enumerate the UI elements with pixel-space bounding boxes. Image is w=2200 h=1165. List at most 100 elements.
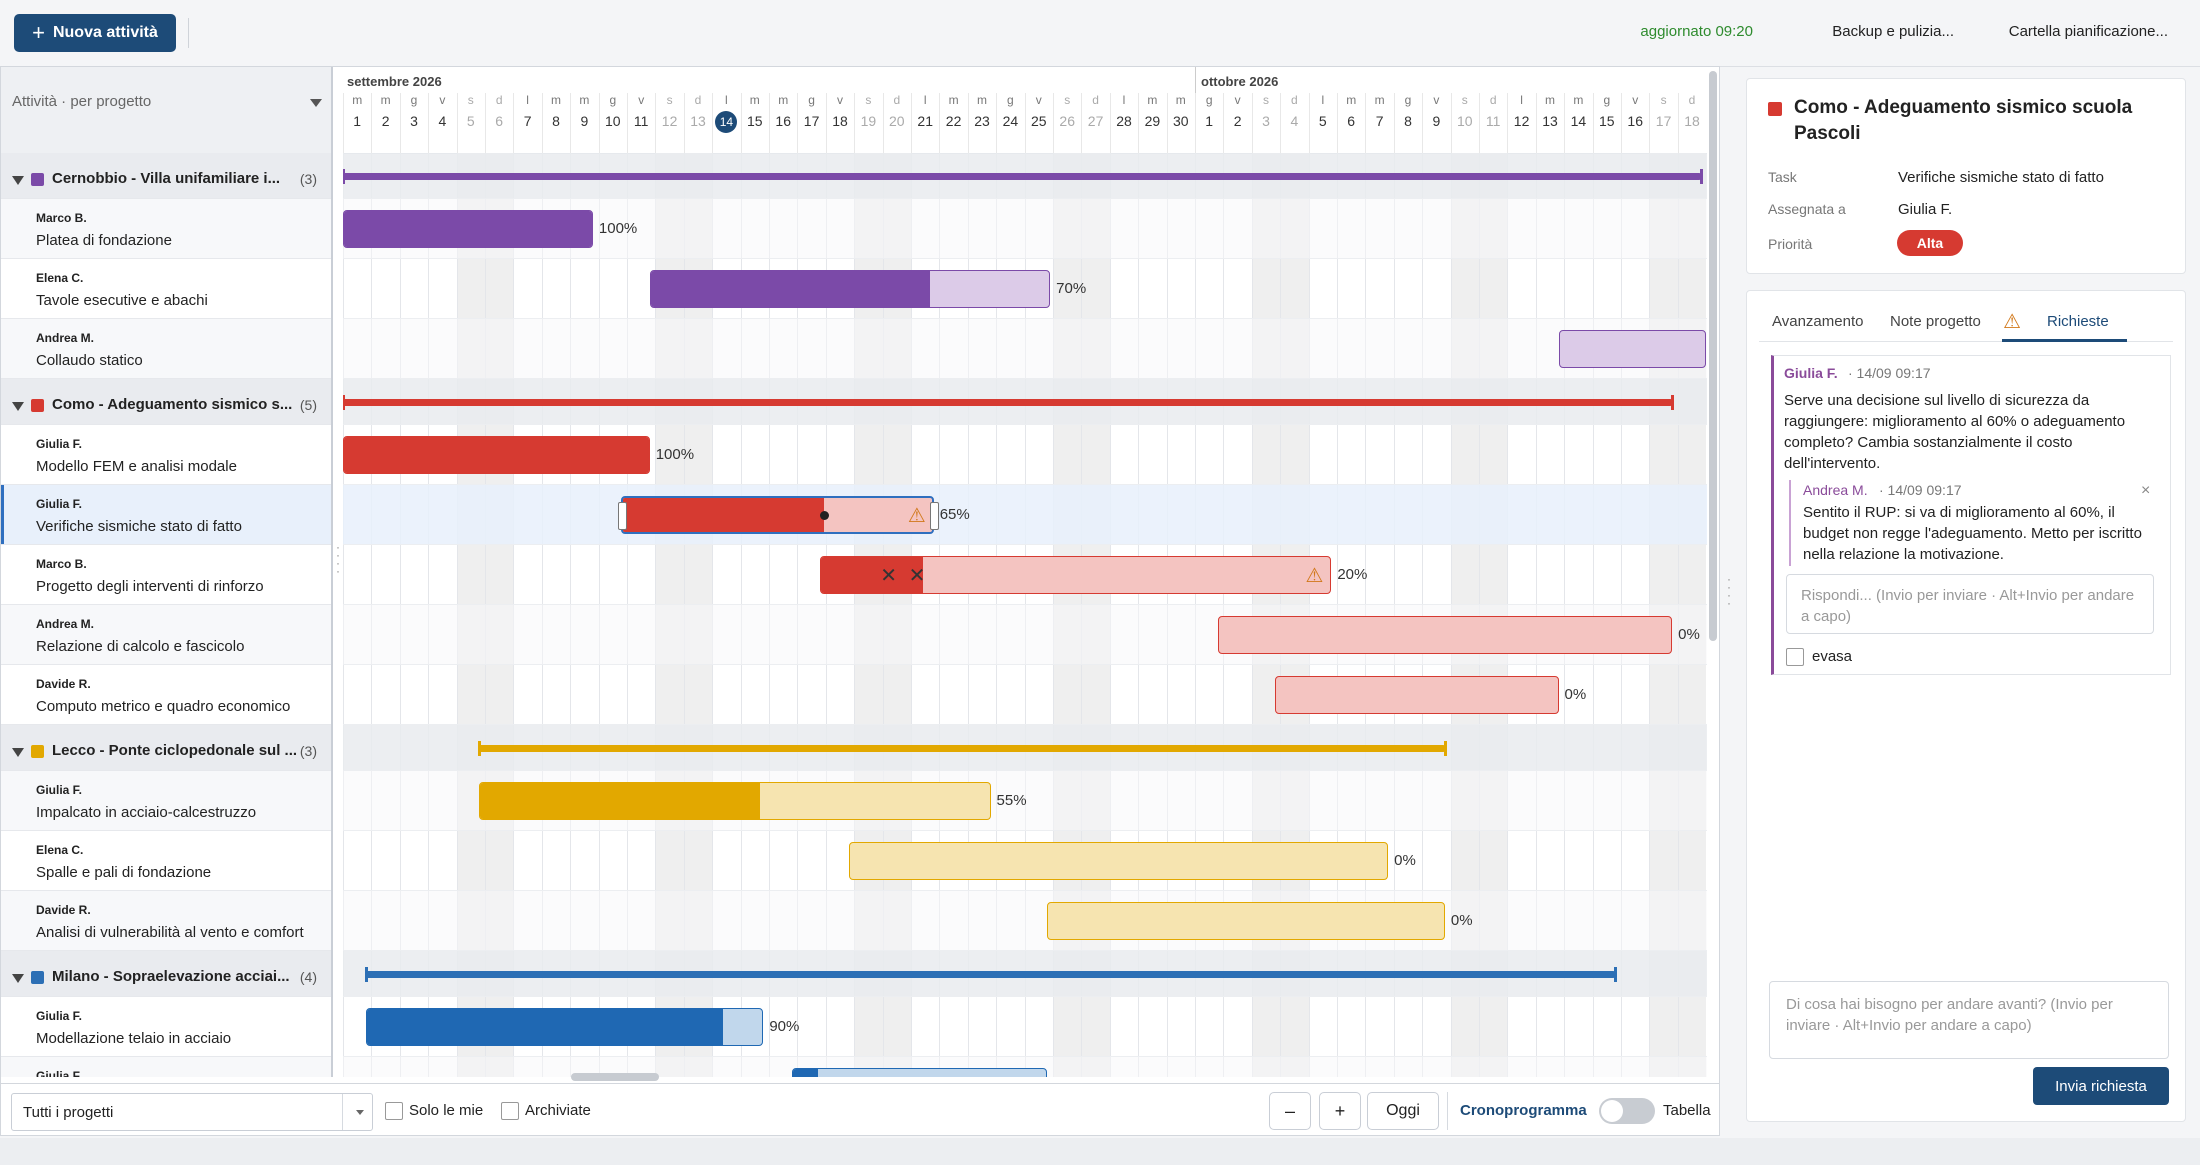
backup-button[interactable]: Backup e pulizia... bbox=[1832, 23, 1954, 40]
timeline-body: 100%70%100%65%⚠20%⚠✕✕0%0%55%0%0%90%10%⚠✕ bbox=[343, 153, 1707, 1077]
reply-input[interactable]: Rispondi... (Invio per inviare · Alt+Inv… bbox=[1786, 574, 2154, 634]
resolved-checkbox[interactable] bbox=[1786, 648, 1804, 666]
task-assignee: Marco B. bbox=[36, 211, 87, 225]
resolved-label: evasa bbox=[1812, 648, 1853, 665]
task-row[interactable]: Andrea M. Relazione di calcolo e fascicol… bbox=[1, 605, 331, 665]
task-assignee: Giulia F. bbox=[36, 783, 83, 797]
task-bar[interactable] bbox=[343, 210, 593, 248]
tab-project-notes[interactable]: Note progetto bbox=[1890, 313, 1981, 330]
task-bar[interactable] bbox=[1274, 676, 1559, 714]
task-bar[interactable] bbox=[791, 1068, 1048, 1077]
view-toggle-switch[interactable] bbox=[1599, 1098, 1655, 1124]
task-name: Platea di fondazione bbox=[36, 232, 172, 249]
header-day-divider bbox=[1109, 93, 1111, 153]
archived-label: Archiviate bbox=[525, 1102, 591, 1119]
task-row[interactable]: Giulia F. Modellazione telaio in acciaio bbox=[1, 997, 331, 1057]
collapse-triangle-icon[interactable] bbox=[12, 748, 24, 757]
task-row[interactable]: Giulia F. Verifiche sismiche stato di fat… bbox=[1, 485, 331, 545]
weekday-label: v bbox=[439, 93, 446, 107]
chevron-down-icon bbox=[356, 1110, 364, 1115]
weekday-label: m bbox=[1175, 93, 1186, 107]
task-bar[interactable] bbox=[848, 842, 1389, 880]
task-row[interactable]: Giulia F. Impalcato in acciaio-calcestruz… bbox=[1, 771, 331, 831]
view-table-label[interactable]: Tabella bbox=[1663, 1102, 1711, 1119]
task-list-header[interactable]: Attività · per progetto bbox=[1, 67, 331, 154]
plus-icon: + bbox=[32, 20, 45, 45]
project-filter-select[interactable]: Tutti i progetti bbox=[11, 1093, 373, 1131]
task-bar[interactable] bbox=[479, 782, 991, 820]
chevron-down-icon[interactable] bbox=[310, 99, 322, 107]
task-bar[interactable] bbox=[365, 1008, 764, 1046]
resize-handle[interactable] bbox=[618, 502, 628, 530]
project-summary-bar bbox=[365, 971, 1616, 978]
horizontal-scrollbar[interactable] bbox=[571, 1073, 659, 1081]
zoom-out-button[interactable]: – bbox=[1269, 1092, 1311, 1130]
planning-folder-button[interactable]: Cartella pianificazione... bbox=[2008, 23, 2168, 40]
close-icon[interactable]: × bbox=[2141, 482, 2151, 499]
task-name: Verifiche sismiche stato di fatto bbox=[36, 518, 242, 535]
task-bar[interactable] bbox=[1047, 902, 1445, 940]
zoom-in-button[interactable]: + bbox=[1319, 1092, 1361, 1130]
task-bar[interactable] bbox=[649, 270, 1051, 308]
project-name: Como - Adeguamento sismico s... bbox=[52, 396, 293, 413]
progress-handle-dot[interactable] bbox=[820, 511, 830, 520]
panel-splitter-handle[interactable]: · · · · bbox=[1727, 572, 1731, 610]
task-bar[interactable] bbox=[621, 496, 934, 534]
toggle-knob bbox=[1601, 1100, 1623, 1122]
project-group-row[interactable]: Cernobbio - Villa unifamiliare i... (3) bbox=[1, 153, 331, 199]
weekday-label: l bbox=[1520, 93, 1523, 107]
task-bar[interactable] bbox=[1558, 330, 1707, 368]
task-row[interactable]: Davide R. Analisi di vulnerabilità al ven… bbox=[1, 891, 331, 951]
task-row[interactable]: Andrea M. Collaudo statico bbox=[1, 319, 331, 379]
collapse-triangle-icon[interactable] bbox=[12, 402, 24, 411]
summary-bar-cap bbox=[478, 741, 482, 756]
day-number: 5 bbox=[1318, 113, 1327, 129]
day-number: 2 bbox=[1233, 113, 1242, 129]
task-name: Spalle e pali di fondazione bbox=[36, 864, 212, 881]
send-request-button[interactable]: Invia richiesta bbox=[2033, 1067, 2169, 1105]
weekday-label: m bbox=[1374, 93, 1385, 107]
day-number: 3 bbox=[410, 113, 418, 129]
only-mine-checkbox[interactable] bbox=[385, 1102, 403, 1120]
warning-icon[interactable]: ⚠ bbox=[1305, 565, 1324, 587]
blocker-x-icon[interactable]: ✕ bbox=[880, 565, 898, 587]
blocker-x-icon[interactable]: ✕ bbox=[971, 1075, 988, 1077]
warning-icon[interactable]: ⚠ bbox=[907, 505, 926, 527]
task-row[interactable]: Marco B. Platea di fondazione bbox=[1, 199, 331, 259]
task-row[interactable]: Elena C. Spalle e pali di fondazione bbox=[1, 831, 331, 891]
task-row[interactable]: Marco B. Progetto degli interventi di rin… bbox=[1, 545, 331, 605]
task-row[interactable]: Giulia F.Verifica dei nodi trave-colonna bbox=[1, 1057, 331, 1077]
task-bar[interactable] bbox=[1217, 616, 1673, 654]
active-tab-indicator bbox=[2002, 339, 2127, 342]
column-splitter-handle[interactable]: · · · · bbox=[336, 540, 340, 578]
task-row[interactable]: Davide R. Computo metrico e quadro econom… bbox=[1, 665, 331, 725]
day-number: 12 bbox=[1513, 113, 1530, 129]
project-group-row[interactable]: Milano - Sopraelevazione acciai... (4) bbox=[1, 951, 331, 997]
vertical-scrollbar[interactable] bbox=[1709, 71, 1717, 641]
task-assignee: Elena C. bbox=[36, 271, 84, 285]
header-day-divider bbox=[967, 93, 969, 153]
view-crono-label[interactable]: Cronoprogramma bbox=[1460, 1102, 1587, 1119]
tab-progress[interactable]: Avanzamento bbox=[1772, 313, 1864, 330]
blocker-x-icon[interactable]: ✕ bbox=[908, 565, 926, 587]
task-bar[interactable] bbox=[820, 556, 1332, 594]
new-request-input[interactable]: Di cosa hai bisogno per andare avanti? (… bbox=[1769, 981, 2169, 1059]
header-day-divider bbox=[1280, 93, 1282, 153]
resize-handle[interactable] bbox=[929, 502, 939, 530]
task-row[interactable]: Elena C. Tavole esecutive e abachi bbox=[1, 259, 331, 319]
collapse-triangle-icon[interactable] bbox=[12, 176, 24, 185]
warning-icon[interactable]: ⚠ bbox=[1021, 1075, 1039, 1077]
today-button[interactable]: Oggi bbox=[1367, 1092, 1439, 1130]
task-bar[interactable] bbox=[343, 436, 650, 474]
project-color-swatch bbox=[31, 173, 44, 186]
project-group-row[interactable]: Lecco - Ponte ciclopedonale sul ... (3) bbox=[1, 725, 331, 771]
archived-checkbox[interactable] bbox=[501, 1102, 519, 1120]
today-marker: 14 bbox=[712, 111, 740, 133]
tab-requests[interactable]: Richieste bbox=[2047, 313, 2109, 330]
collapse-triangle-icon[interactable] bbox=[12, 974, 24, 983]
task-row[interactable]: Giulia F. Modello FEM e analisi modale bbox=[1, 425, 331, 485]
timeline-task-row bbox=[343, 831, 1707, 891]
project-group-row[interactable]: Como - Adeguamento sismico s... (5) bbox=[1, 379, 331, 425]
new-task-button[interactable]: + Nuova attività bbox=[14, 14, 176, 52]
weekday-label: v bbox=[836, 93, 843, 107]
